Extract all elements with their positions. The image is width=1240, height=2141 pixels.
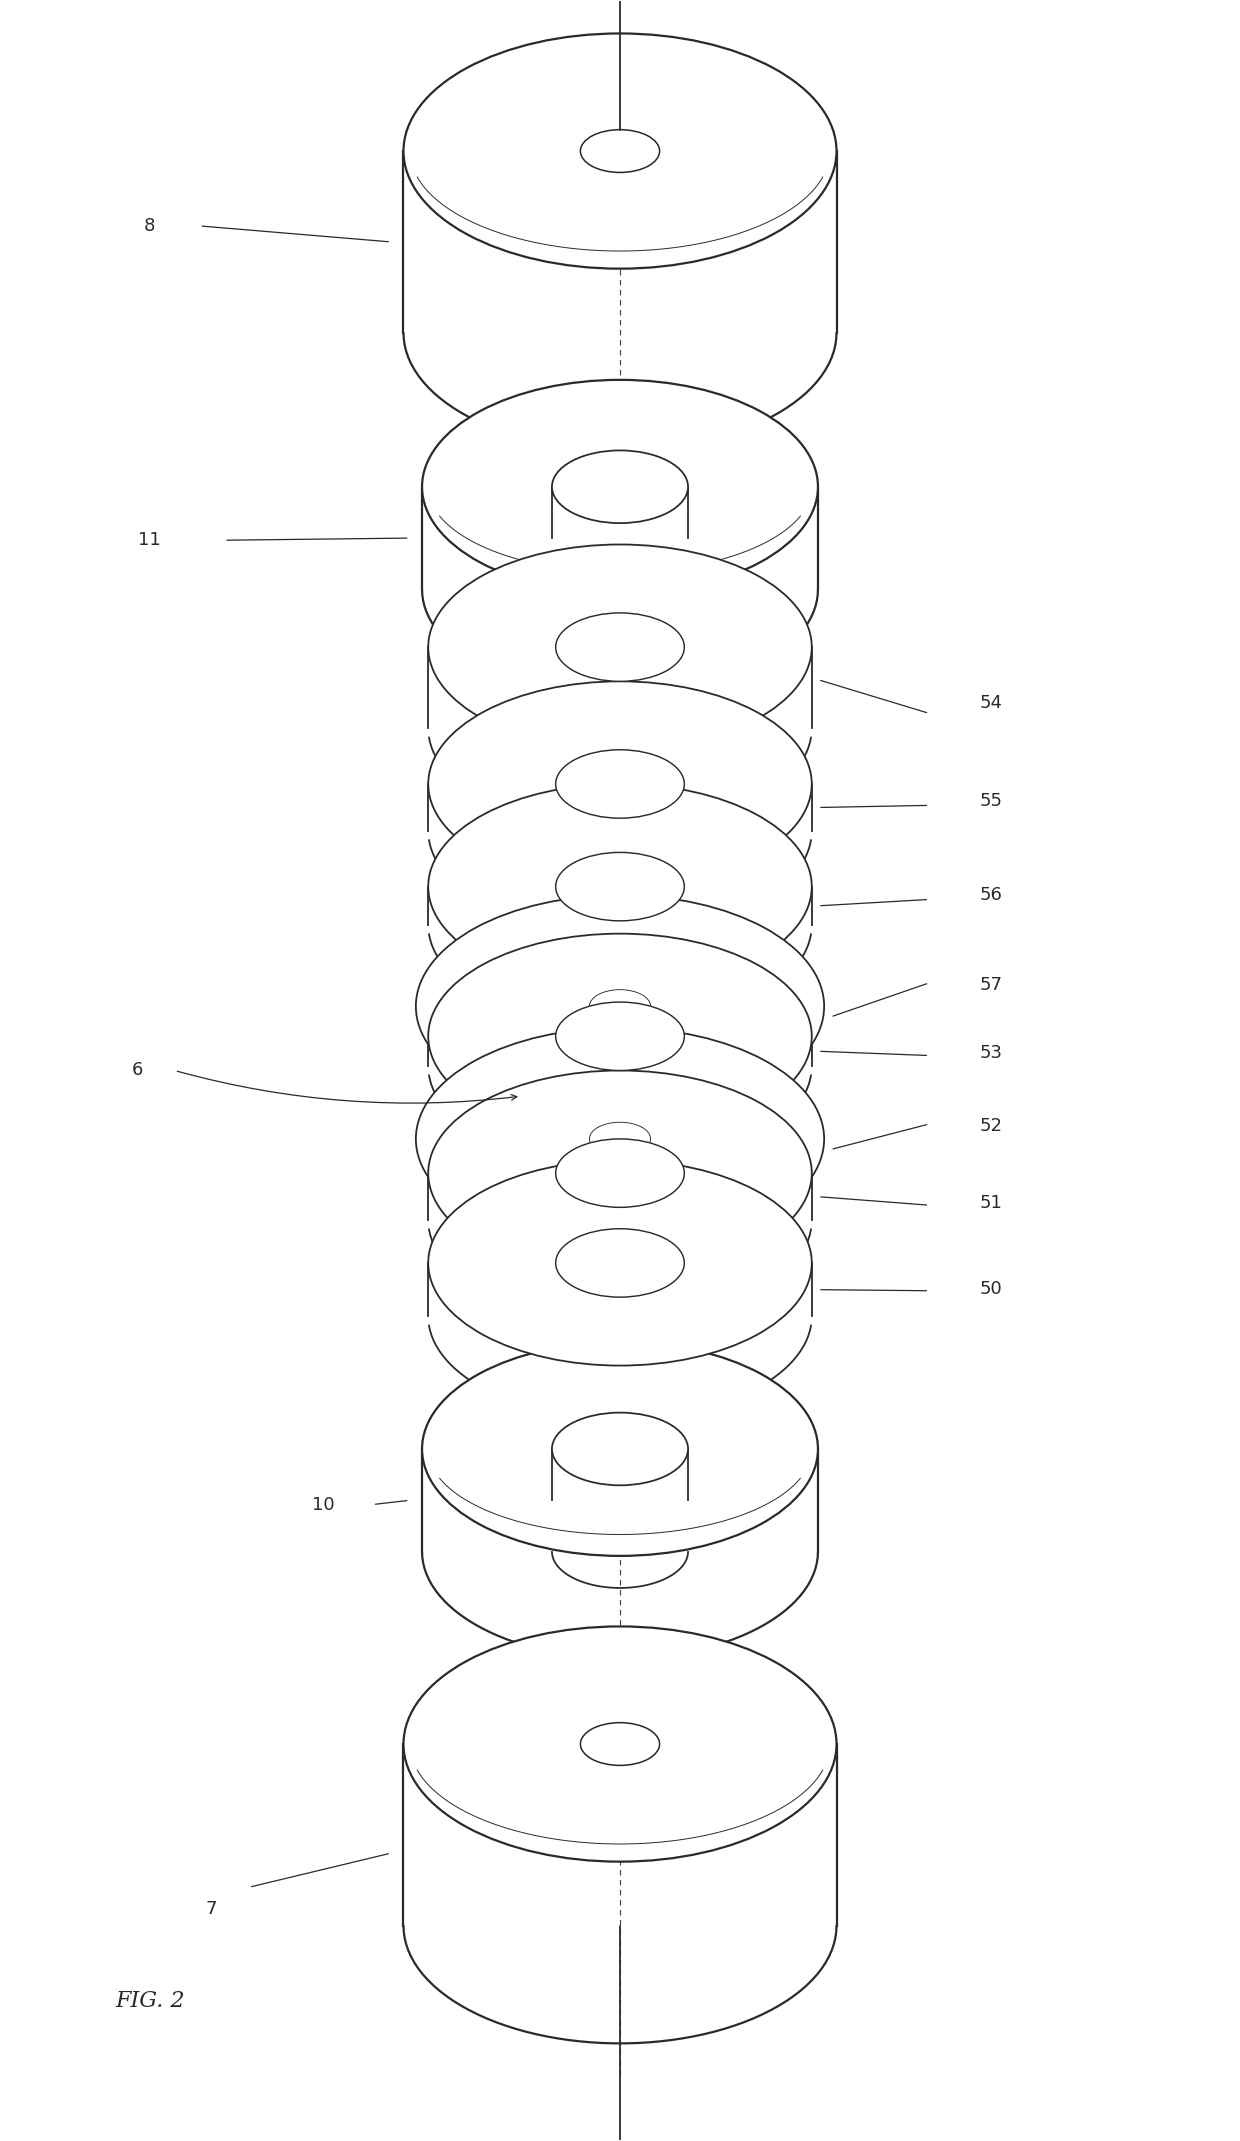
Text: 11: 11	[139, 531, 161, 550]
Ellipse shape	[556, 1229, 684, 1297]
Ellipse shape	[422, 379, 818, 593]
Text: 51: 51	[980, 1195, 1003, 1212]
Ellipse shape	[580, 131, 660, 173]
Ellipse shape	[589, 989, 651, 1023]
Ellipse shape	[403, 34, 837, 268]
Ellipse shape	[428, 681, 812, 886]
Ellipse shape	[428, 933, 812, 1139]
Text: 56: 56	[980, 886, 1003, 904]
Text: 53: 53	[980, 1045, 1003, 1062]
Ellipse shape	[589, 1122, 651, 1156]
Text: 7: 7	[206, 1899, 217, 1918]
Text: 55: 55	[980, 792, 1003, 809]
Ellipse shape	[428, 784, 812, 989]
Text: 54: 54	[980, 694, 1003, 711]
Ellipse shape	[556, 852, 684, 921]
Ellipse shape	[428, 1160, 812, 1366]
Text: 57: 57	[980, 976, 1003, 993]
Ellipse shape	[580, 1724, 660, 1766]
Ellipse shape	[556, 612, 684, 681]
Ellipse shape	[422, 1342, 818, 1557]
Ellipse shape	[428, 544, 812, 749]
Ellipse shape	[552, 450, 688, 522]
Ellipse shape	[556, 1002, 684, 1070]
Ellipse shape	[415, 1028, 825, 1250]
Text: 50: 50	[980, 1280, 1003, 1297]
Text: 10: 10	[311, 1497, 335, 1514]
Text: 8: 8	[144, 216, 155, 236]
Ellipse shape	[428, 1070, 812, 1276]
Text: FIG. 2: FIG. 2	[115, 1989, 185, 2013]
Text: 52: 52	[980, 1118, 1003, 1135]
Ellipse shape	[415, 895, 825, 1118]
Ellipse shape	[552, 1413, 688, 1486]
Ellipse shape	[403, 1627, 837, 1863]
Text: 6: 6	[131, 1062, 143, 1079]
Ellipse shape	[556, 749, 684, 818]
Ellipse shape	[556, 1139, 684, 1208]
